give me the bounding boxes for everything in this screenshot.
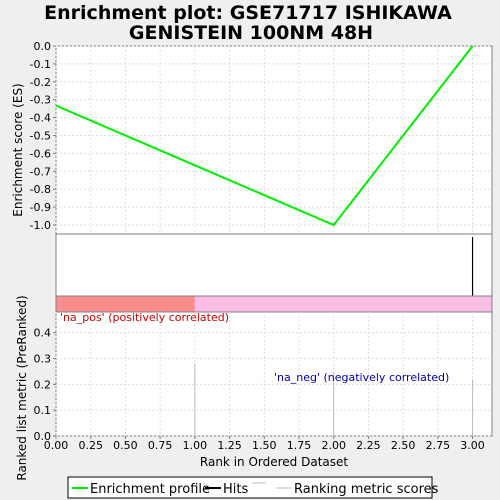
legend-label-hits: Hits [223,482,248,497]
x-tick-label: 0.25 [78,439,103,452]
metric-tick-label: 0.1 [34,404,52,417]
metric-y-axis-label: Ranked list metric (PreRanked) [15,295,29,480]
metric-tick-label: 0.0 [34,430,52,443]
es-tick-label: -0.6 [30,147,51,160]
positive-correlation-segment [56,296,195,312]
es-tick-label: -0.9 [30,201,51,214]
x-tick-label: 1.00 [183,439,208,452]
es-tick-label: -0.5 [30,130,51,143]
es-tick-label: -0.3 [30,94,51,107]
es-tick-label: -0.1 [30,58,51,71]
x-tick-label: 2.25 [356,439,381,452]
negative-correlation-label: 'na_neg' (negatively correlated) [274,371,449,384]
es-tick-label: -0.8 [30,183,51,196]
x-tick-label: 2.00 [321,439,346,452]
es-tick-label: -0.4 [30,112,51,125]
legend-box [67,476,433,499]
metric-y-ticks: 0.0 0.1 0.2 0.3 0.4 [34,327,56,443]
es-tick-label: 0.0 [34,40,52,53]
chart-title-line1: Enrichment plot: GSE71717 ISHIKAWA [44,2,452,24]
es-grid [55,45,492,234]
es-tick-label: -0.2 [30,76,51,89]
metric-bars [194,363,474,436]
es-y-axis-label: Enrichment score (ES) [11,83,25,216]
es-y-ticks: 0.0 -0.1 -0.2 -0.3 -0.4 -0.5 -0.6 -0.7 -0.8 -0.9 -… [30,40,56,232]
hits-panel-frame [55,233,493,297]
es-tick-label: -1.0 [30,219,51,232]
x-tick-label: 3.00 [460,439,485,452]
x-tick-label: 1.75 [287,439,312,452]
metric-tick-label: 0.4 [34,327,52,340]
legend-label-ranking-metric: Ranking metric scores [294,482,439,497]
x-tick-label: 0.75 [148,439,173,452]
es-panel-frame [55,45,493,235]
x-axis-label: Rank in Ordered Dataset [200,455,348,469]
positive-correlation-label: 'na_pos' (positively correlated) [60,311,229,324]
x-axis-ticks: 0.00 0.25 0.50 0.75 1.00 1.25 1.50 1.75 2.00 2.25… [44,436,485,452]
metric-tick-label: 0.2 [34,378,52,391]
legend-label-enrichment-profile: Enrichment profile [90,482,210,497]
x-tick-label: 2.75 [426,439,451,452]
negative-correlation-segment [194,296,492,312]
x-tick-label: 0.50 [113,439,138,452]
enrichment-profile-line [55,45,474,227]
x-tick-label: 2.50 [391,439,416,452]
chart-title-line2: GENISTEIN 100NM 48H [129,22,373,44]
x-tick-label: 1.50 [252,439,277,452]
correlation-color-bar [55,295,493,313]
x-tick-label: 0.00 [44,439,69,452]
x-tick-label: 1.25 [217,439,242,452]
metric-tick-label: 0.3 [34,353,52,366]
es-tick-label: -0.7 [30,165,51,178]
